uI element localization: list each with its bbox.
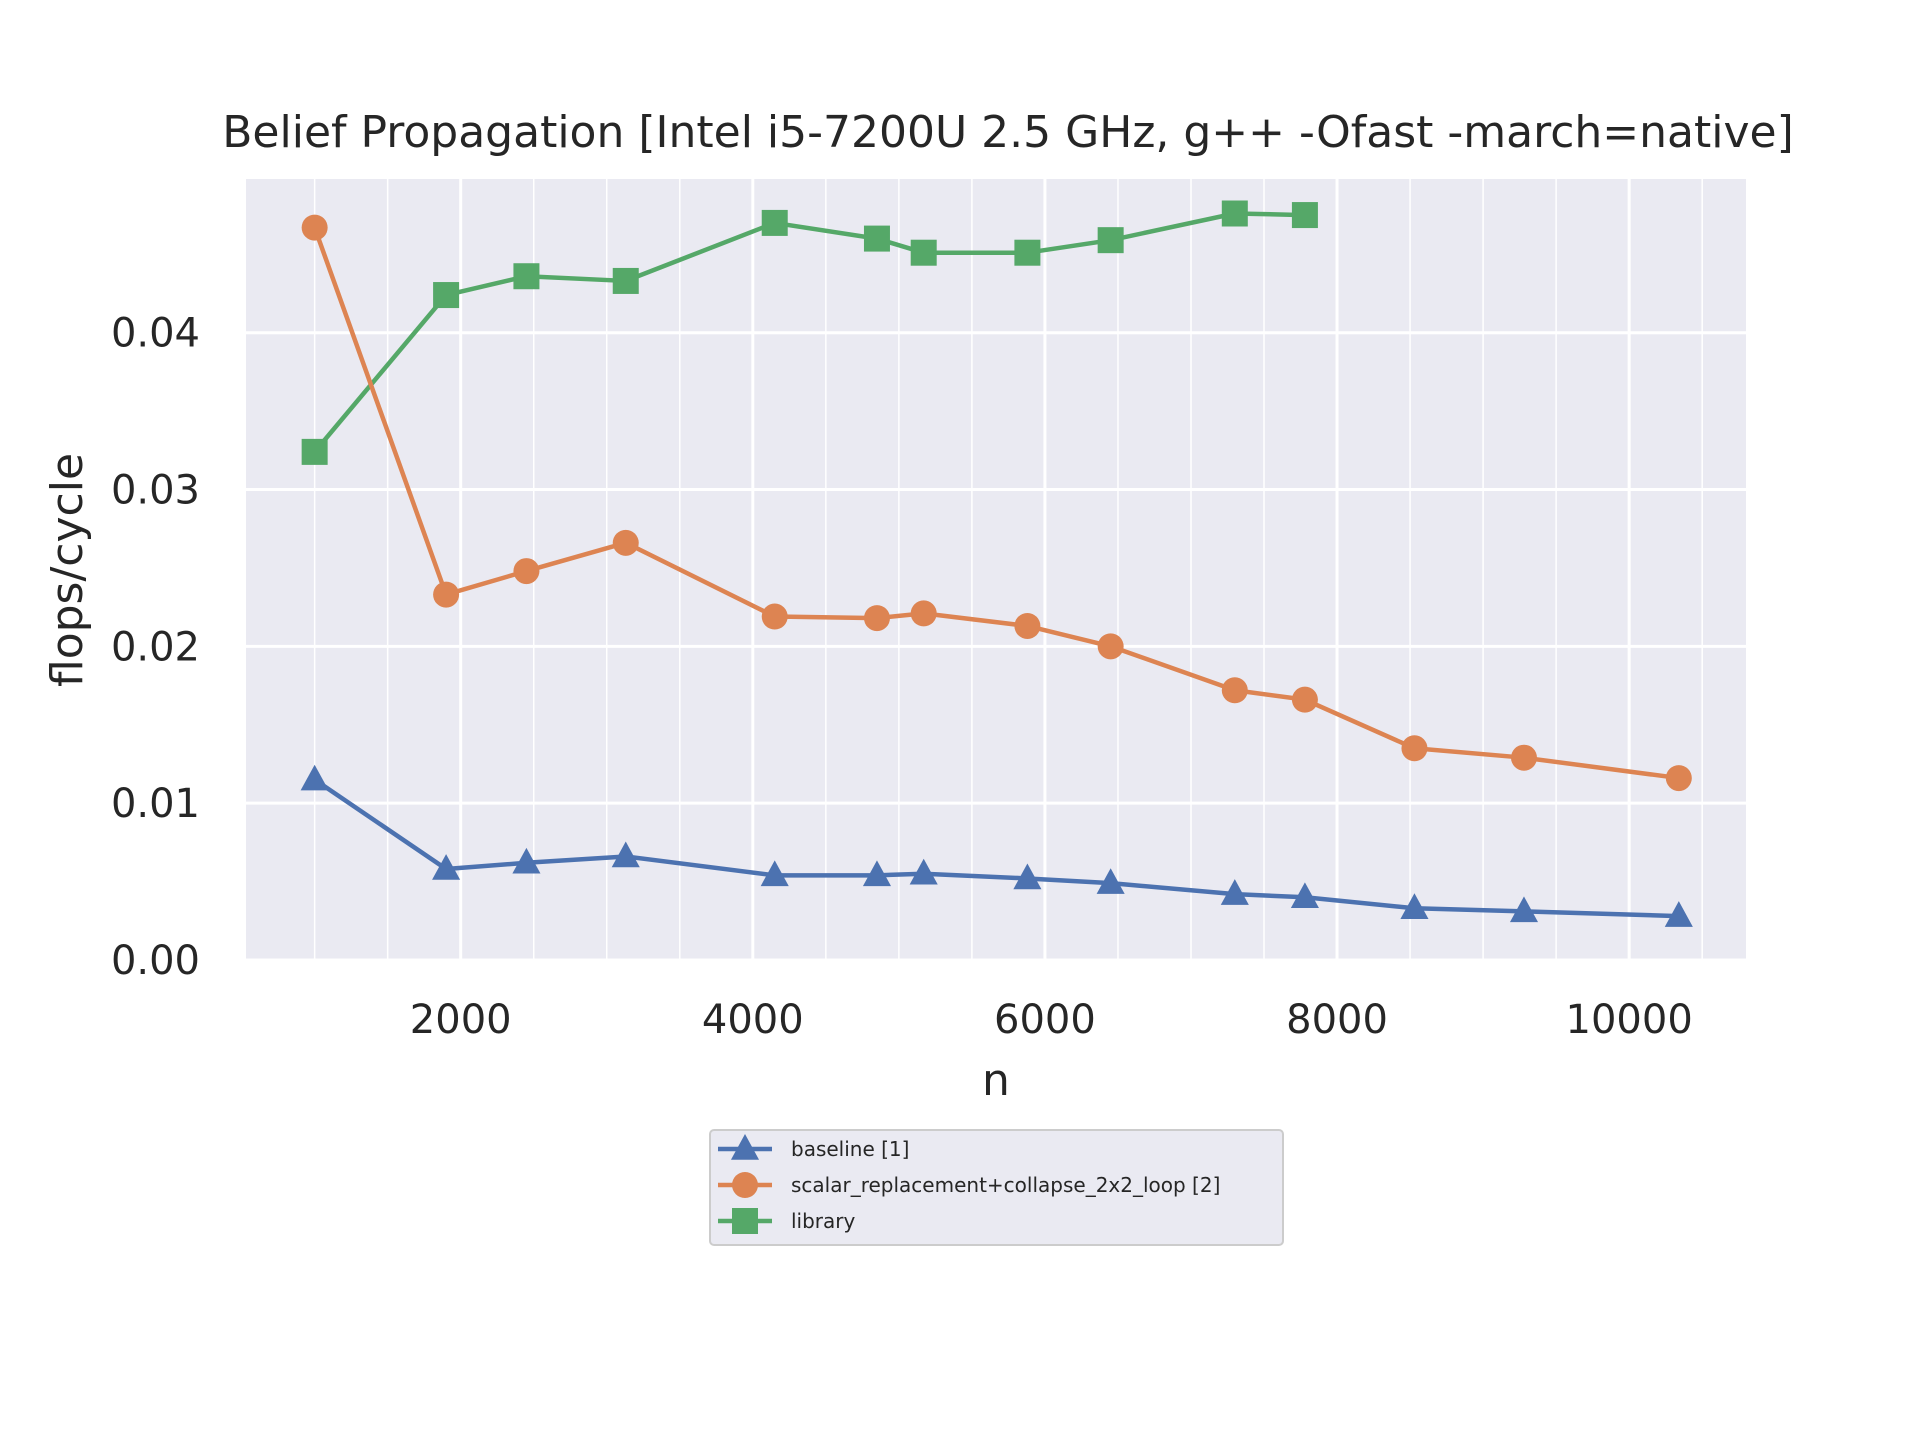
data-point bbox=[612, 529, 639, 556]
series-triangle bbox=[300, 764, 1693, 927]
data-point bbox=[513, 263, 540, 290]
data-point bbox=[612, 267, 639, 294]
data-point bbox=[1013, 863, 1042, 890]
series-circle bbox=[301, 214, 1692, 792]
data-point bbox=[909, 858, 938, 885]
data-point bbox=[761, 603, 788, 630]
data-point bbox=[761, 209, 788, 236]
data-point bbox=[863, 605, 890, 632]
y-tick-label: 0.04 bbox=[111, 311, 200, 357]
x-tick-label: 2000 bbox=[410, 997, 512, 1043]
data-point bbox=[1510, 744, 1537, 771]
legend-label: scalar_replacement+collapse_2x2_loop [2] bbox=[791, 1173, 1220, 1197]
data-point bbox=[611, 841, 640, 868]
x-axis-label: n bbox=[982, 1055, 1010, 1106]
data-point bbox=[301, 214, 328, 241]
x-tick-label: 8000 bbox=[1286, 997, 1388, 1043]
data-point bbox=[1097, 227, 1124, 254]
legend-label: baseline [1] bbox=[791, 1137, 909, 1161]
data-point bbox=[1014, 239, 1041, 266]
data-point bbox=[760, 860, 789, 887]
data-point bbox=[1290, 882, 1319, 909]
legend: baseline [1] scalar_replacement+collapse_… bbox=[709, 1129, 1284, 1246]
data-point bbox=[1014, 612, 1041, 639]
x-tick-label: 4000 bbox=[702, 997, 804, 1043]
data-point bbox=[910, 600, 937, 627]
legend-marker bbox=[732, 1208, 758, 1234]
data-point bbox=[432, 854, 461, 880]
data-point bbox=[1221, 677, 1248, 704]
legend-marker bbox=[730, 1134, 760, 1160]
y-axis-ticks: 0.00 0.01 0.02 0.03 0.04 bbox=[111, 311, 200, 984]
data-point bbox=[1220, 879, 1249, 905]
series-line bbox=[313, 777, 1679, 919]
data-point bbox=[1400, 893, 1429, 920]
data-point bbox=[1291, 202, 1318, 229]
y-axis-label: flops/cycle bbox=[42, 453, 93, 687]
x-tick-label: 6000 bbox=[994, 997, 1096, 1043]
grid bbox=[246, 179, 1746, 962]
y-tick-label: 0.01 bbox=[111, 781, 200, 827]
series-group bbox=[300, 200, 1693, 927]
data-point bbox=[1096, 868, 1125, 894]
data-point bbox=[1664, 901, 1693, 927]
data-point bbox=[301, 438, 328, 465]
plot-area bbox=[246, 179, 1746, 960]
data-point bbox=[512, 847, 541, 874]
x-tick-label: 10000 bbox=[1566, 997, 1693, 1043]
data-point bbox=[863, 225, 890, 252]
y-tick-label: 0.03 bbox=[111, 468, 200, 514]
data-point bbox=[862, 860, 892, 887]
y-tick-label: 0.02 bbox=[111, 624, 200, 670]
x-axis-ticks: 2000 4000 6000 8000 10000 bbox=[410, 997, 1693, 1043]
chart-title: Belief Propagation [Intel i5-7200U 2.5 G… bbox=[222, 107, 1794, 158]
series-square bbox=[301, 200, 1318, 465]
legend-box bbox=[709, 1129, 1284, 1246]
data-point bbox=[1291, 686, 1318, 713]
legend-marker bbox=[732, 1172, 758, 1198]
series-line bbox=[312, 226, 1680, 781]
y-tick-label: 0.00 bbox=[111, 938, 200, 984]
data-point bbox=[433, 581, 460, 608]
data-point bbox=[1509, 896, 1539, 923]
data-point bbox=[1401, 735, 1428, 762]
data-point bbox=[513, 558, 540, 585]
data-point bbox=[300, 764, 329, 791]
data-point bbox=[1097, 633, 1124, 660]
data-point bbox=[910, 239, 937, 266]
data-point bbox=[433, 282, 460, 309]
data-point bbox=[1221, 200, 1248, 227]
data-point bbox=[1665, 765, 1692, 792]
legend-label: library bbox=[791, 1209, 856, 1233]
